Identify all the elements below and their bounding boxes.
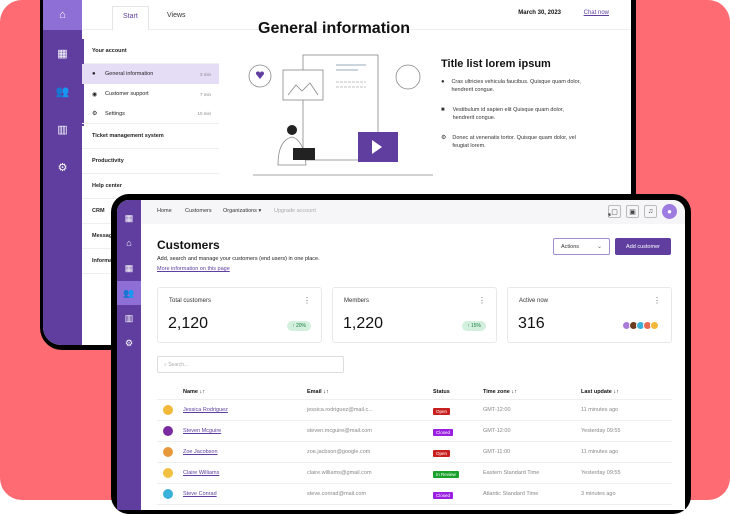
avatar: [163, 447, 173, 457]
avatar: [163, 489, 173, 499]
stat-card-active: Active now ⋮ 316: [507, 287, 672, 343]
back-device: ⌂ ▦ 👥 ▥ ⚙ Start Views March 30, 2023 Cha…: [40, 0, 636, 350]
chat-now-link[interactable]: Chat now: [583, 10, 609, 16]
search-icon[interactable]: ⌕: [608, 212, 612, 219]
table-header: Name ↓↑ Email ↓↑ Status Time zone ↓↑ Las…: [157, 386, 672, 400]
building-icon[interactable]: ▥: [57, 123, 68, 136]
illustration: [248, 54, 433, 176]
apps-icon[interactable]: ▦: [124, 212, 134, 223]
nav-home[interactable]: Home: [157, 208, 172, 214]
table-row: Steve Conrad steve.conrad@mail.com Close…: [157, 484, 672, 505]
search-input[interactable]: ⌕ Search...: [157, 356, 344, 373]
stat-card-total: Total customers ⋮ 2,120 ↑ 20%: [157, 287, 322, 343]
dashboard-icon[interactable]: ▦: [124, 262, 134, 273]
chevron-down-icon[interactable]: ▾: [608, 212, 611, 218]
tabs: Start Views March 30, 2023 Chat now: [82, 0, 631, 30]
avatar: [163, 468, 173, 478]
front-sidebar: ▦ ⌂ ▦ 👥 ▥ ⚙: [117, 200, 141, 510]
date: March 30, 2023: [518, 10, 561, 16]
trend-badge: ↑ 20%: [287, 321, 311, 331]
calendar-icon[interactable]: ▣: [626, 205, 639, 218]
avatar: [163, 405, 173, 415]
table-row: Steven Mcguire steven.mcguire@mail.com C…: [157, 421, 672, 442]
menu-item-general-information[interactable]: ● General information 3 min: [82, 64, 219, 84]
list-item: ⚙ Donec at venenatis tortor. Quisque quam…: [441, 135, 576, 149]
nav-upgrade[interactable]: Upgrade account: [274, 208, 316, 214]
tab-start[interactable]: Start: [112, 6, 149, 30]
avatar: [163, 426, 173, 436]
table-row: Zoe Jacobson zoe.jacbson@google.com Open…: [157, 442, 672, 463]
status-badge: Open: [433, 450, 451, 457]
bag-icon: ■: [441, 107, 445, 113]
bulb-icon: ●: [92, 71, 96, 77]
building-icon[interactable]: ▥: [124, 312, 134, 323]
back-sidebar: ⌂ ▦ 👥 ▥ ⚙: [43, 0, 82, 345]
chevron-down-icon: ⌄: [596, 244, 602, 250]
more-info-link[interactable]: More information on this page: [157, 266, 230, 272]
users-icon[interactable]: 👥: [55, 85, 70, 98]
table-row: Jessica Rodriguez jessica.rodriguez@mail…: [157, 400, 672, 421]
more-icon[interactable]: ⋮: [653, 296, 661, 305]
list-item: ■ Vestibulum id sapien elit Quisque quam …: [441, 107, 564, 121]
chat-icon[interactable]: ▢: [608, 205, 621, 218]
page-subtitle: Add, search and manage your customers (e…: [157, 256, 320, 262]
list-item: ● Cras ultricies vehicula faucibus. Quisq…: [441, 79, 581, 93]
front-device: ▦ ⌂ ▦ 👥 ▥ ⚙ Home Customers Organizations…: [111, 194, 691, 514]
page-title: Customers: [157, 238, 220, 252]
page-heading: General information: [258, 20, 411, 37]
actions-dropdown[interactable]: Actions ⌄: [553, 238, 610, 255]
status-badge: Closed: [433, 429, 454, 436]
gear-icon: ⚙: [92, 111, 98, 117]
tab-views[interactable]: Views: [167, 12, 186, 19]
users-icon[interactable]: 👥: [117, 281, 141, 305]
customers-table: Name ↓↑ Email ↓↑ Status Time zone ↓↑ Las…: [157, 386, 672, 505]
support-icon: ◉: [92, 91, 98, 98]
active-avatars: [622, 321, 659, 330]
trend-badge: ↑ 15%: [462, 321, 486, 331]
section-your-account[interactable]: Your account: [82, 39, 219, 64]
menu-item-customer-support[interactable]: ◉ Customer support 7 min: [92, 91, 211, 98]
add-customer-button[interactable]: Add customer: [615, 238, 671, 255]
section-productivity[interactable]: Productivity: [82, 149, 219, 174]
home-icon[interactable]: ⌂: [43, 0, 82, 30]
gear-icon[interactable]: ⚙: [124, 337, 134, 348]
more-icon[interactable]: ⋮: [303, 296, 311, 305]
bell-icon[interactable]: ♫: [644, 205, 657, 218]
status-badge: Closed: [433, 492, 454, 499]
dashboard-icon[interactable]: ▦: [57, 47, 68, 60]
top-nav: Home Customers Organizations ▾ Upgrade a…: [141, 200, 685, 224]
menu-item-settings[interactable]: ⚙ Settings 10 min: [82, 104, 219, 124]
table-row: Claire Williams claire.williams@gmail.co…: [157, 463, 672, 484]
home-icon[interactable]: ⌂: [126, 238, 132, 248]
title-list: Title list lorem ipsum ● Cras ultricies v…: [441, 58, 581, 149]
section-ticket-management[interactable]: Ticket management system: [82, 124, 219, 149]
more-icon[interactable]: ⋮: [478, 296, 486, 305]
stat-card-members: Members ⋮ 1,220 ↑ 15%: [332, 287, 497, 343]
nav-organizations[interactable]: Organizations ▾: [223, 208, 262, 214]
status-badge: In Review: [433, 471, 459, 478]
gear-icon[interactable]: ⚙: [57, 161, 68, 174]
status-badge: Open: [433, 408, 451, 415]
bulb-icon: ●: [441, 79, 445, 85]
gear-icon: ⚙: [441, 135, 447, 141]
nav-customers[interactable]: Customers: [185, 208, 212, 214]
avatar[interactable]: ●: [662, 204, 677, 219]
